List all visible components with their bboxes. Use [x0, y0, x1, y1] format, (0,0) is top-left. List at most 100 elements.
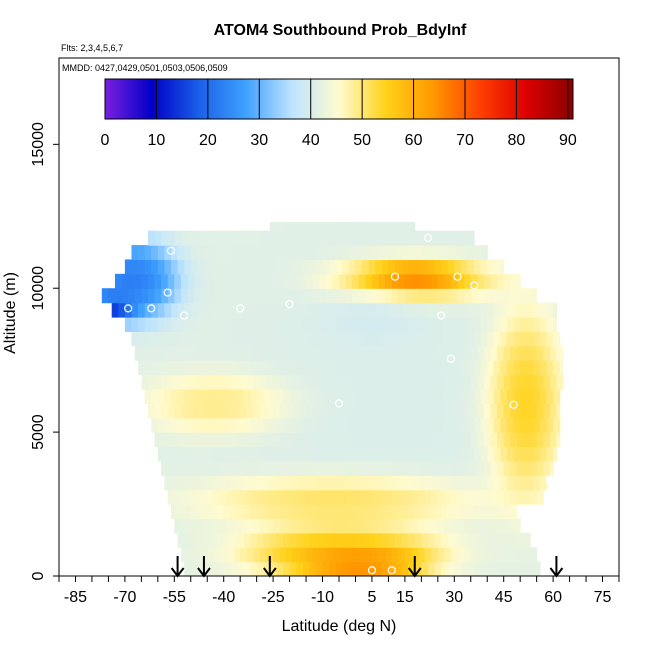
heatmap-cell — [342, 331, 350, 347]
heatmap-cell — [483, 345, 492, 361]
heatmap-cell — [480, 417, 488, 433]
heatmap-cell — [345, 518, 353, 534]
heatmap-cell — [483, 518, 492, 534]
heatmap-cell — [141, 345, 149, 361]
heatmap-cell — [131, 331, 139, 347]
heatmap-cell — [200, 460, 208, 476]
heatmap-cell — [315, 259, 324, 275]
heatmap-cell — [490, 288, 498, 304]
heatmap-cell — [371, 460, 380, 476]
heatmap-cell — [408, 245, 416, 261]
heatmap-cell — [250, 561, 258, 576]
heatmap-cell — [539, 388, 548, 404]
heatmap-cell — [493, 388, 502, 404]
heatmap-cell — [549, 403, 558, 419]
heatmap-cell — [365, 273, 373, 289]
heatmap-cell — [187, 230, 195, 246]
heatmap-cell — [171, 302, 179, 318]
heatmap-cell — [355, 302, 363, 318]
heatmap-cell — [210, 475, 218, 491]
heatmap-cell — [203, 446, 212, 462]
heatmap-cell — [355, 561, 363, 576]
heatmap-cell — [299, 230, 307, 246]
heatmap-cell — [296, 360, 304, 376]
heatmap-cell — [101, 288, 110, 304]
heatmap-cell — [487, 532, 495, 548]
heatmap-cell — [194, 489, 202, 505]
heatmap-cell — [269, 360, 278, 376]
heatmap-cell — [207, 288, 215, 304]
heatmap-cell — [533, 475, 541, 491]
heatmap-cell — [520, 331, 528, 347]
heatmap-cell — [151, 259, 159, 275]
heatmap-cell — [319, 489, 327, 505]
heatmap-cell — [497, 345, 505, 361]
heatmap-cell — [539, 302, 548, 318]
heatmap-cell — [329, 446, 337, 462]
heatmap-cell — [246, 518, 254, 534]
heatmap-cell — [342, 388, 350, 404]
heatmap-cell — [385, 489, 393, 505]
heatmap-cell — [348, 259, 357, 275]
heatmap-cell — [299, 288, 307, 304]
heatmap-cell — [434, 446, 442, 462]
heatmap-cell — [283, 446, 291, 462]
heatmap-cell — [526, 317, 534, 332]
heatmap-cell — [503, 273, 511, 289]
heatmap-cell — [510, 374, 518, 390]
heatmap-cell — [283, 388, 291, 404]
heatmap-cell — [388, 417, 396, 433]
heatmap-cell — [187, 547, 195, 563]
heatmap-cell — [315, 417, 324, 433]
heatmap-cell — [530, 345, 538, 361]
heatmap-cell — [269, 331, 278, 347]
heatmap-cell — [180, 432, 189, 448]
heatmap-cell — [319, 518, 327, 534]
heatmap-cell — [507, 360, 515, 376]
heatmap-cell — [467, 245, 475, 261]
heatmap-cell — [157, 331, 166, 347]
heatmap-cell — [391, 547, 399, 563]
heatmap-cell — [289, 446, 297, 462]
heatmap-cell — [431, 374, 439, 390]
heatmap-cell — [269, 245, 278, 261]
heatmap-cell — [507, 446, 515, 462]
heatmap-cell — [381, 331, 390, 347]
heatmap-cell — [411, 230, 419, 246]
heatmap-cell — [362, 245, 370, 261]
heatmap-cell — [378, 403, 386, 419]
heatmap-cell — [533, 302, 541, 318]
heatmap-cell — [292, 403, 301, 419]
heatmap-cell — [483, 403, 492, 419]
heatmap-cell — [418, 374, 426, 390]
heatmap-cell — [230, 302, 238, 318]
heatmap-cell — [190, 504, 198, 520]
heatmap-cell — [296, 446, 304, 462]
observation-marker — [236, 304, 245, 313]
heatmap-cell — [526, 475, 534, 491]
heatmap-cell — [164, 331, 172, 347]
heatmap-cell — [174, 230, 182, 246]
heatmap-cell — [451, 288, 459, 304]
heatmap-cell — [312, 230, 320, 246]
heatmap-cell — [184, 446, 192, 462]
heatmap-cell — [213, 432, 222, 448]
heatmap-cell — [194, 403, 202, 419]
heatmap-cell — [138, 360, 146, 376]
heatmap-cell — [203, 259, 212, 275]
heatmap-cell — [408, 475, 416, 491]
heatmap-cell — [556, 345, 564, 361]
heatmap-cell — [319, 403, 327, 419]
heatmap-cell — [464, 403, 472, 419]
heatmap-cell — [190, 360, 198, 376]
heatmap-cell — [236, 317, 245, 332]
heatmap-cell — [266, 288, 274, 304]
heatmap-cell — [309, 561, 317, 576]
heatmap-cell — [451, 518, 459, 534]
heatmap-cell — [128, 273, 136, 289]
heatmap-cell — [424, 374, 432, 390]
heatmap-cell — [388, 259, 396, 275]
heatmap-cell — [253, 374, 261, 390]
heatmap-cell — [441, 259, 449, 275]
